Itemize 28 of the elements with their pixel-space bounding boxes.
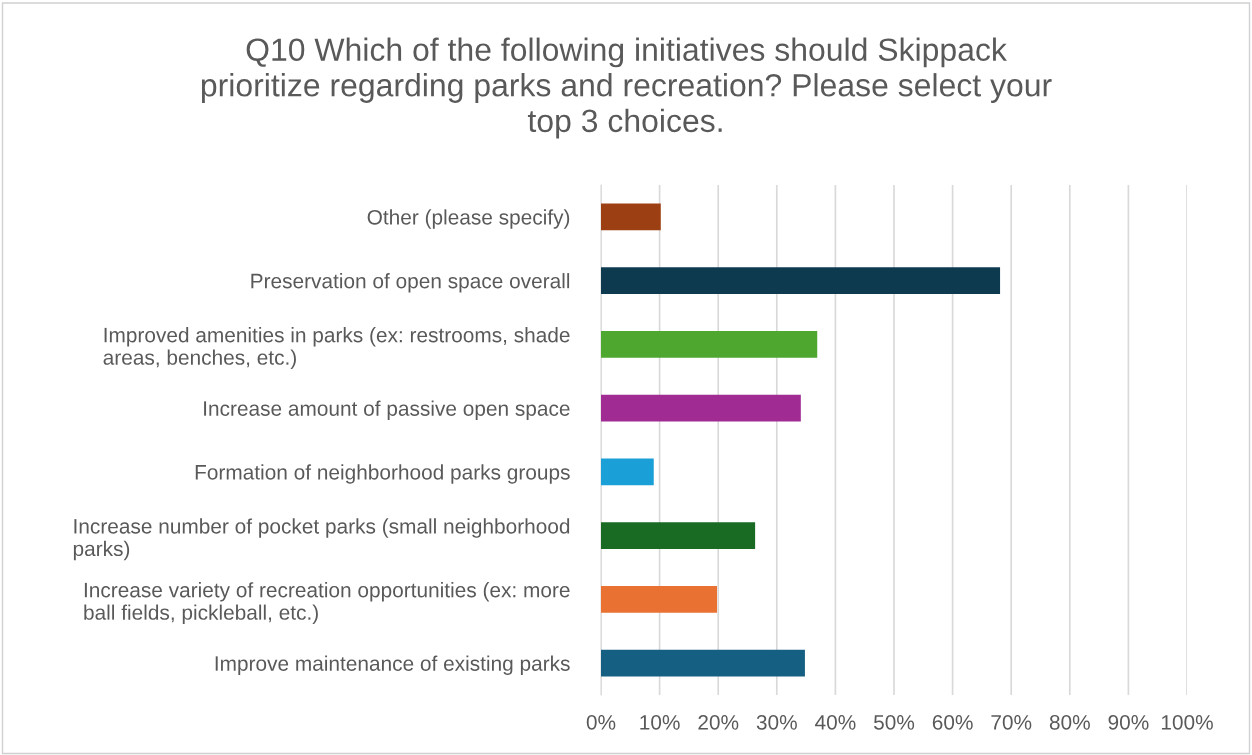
x-tick-label: 40%	[815, 714, 856, 730]
bar	[601, 203, 661, 231]
x-tick-label: 60%	[932, 714, 973, 730]
x-tick-label: 100%	[1161, 714, 1213, 730]
bar	[601, 394, 801, 422]
bar	[601, 522, 756, 550]
y-tick-label: Preservation of open space overall	[251, 273, 570, 293]
y-tick-label: Improve maintenance of existing parks	[215, 655, 570, 675]
bar	[601, 649, 805, 677]
x-tick-label: 50%	[873, 714, 915, 730]
y-tick-label: Improved amenities in parks (ex: restrooms, shade areas, benches, etc.)	[103, 327, 570, 369]
x-tick-label: 20%	[698, 714, 739, 730]
y-tick-label: Increase number of pocket parks (small neighborhood parks)	[73, 518, 570, 561]
bar	[601, 585, 718, 613]
y-tick-label: Increase amount of passive open space	[204, 400, 570, 420]
x-tick-label: 70%	[991, 714, 1032, 730]
y-tick-label: Other (please specify)	[367, 209, 570, 229]
bar	[601, 267, 1001, 295]
x-tick-label: 0%	[586, 714, 616, 730]
bar	[601, 458, 654, 486]
y-tick-label: Increase variety of recreation opportunities (ex: more ball fields, pickleball, etc.)	[84, 582, 570, 624]
chart-title: Q10 Which of the following initiatives should Skippack prioritize regarding parks and recreation? Please select your top 3 choices.	[201, 37, 1052, 139]
x-tick-label: 10%	[640, 714, 680, 730]
y-tick-label: Formation of neighborhood parks groups	[195, 464, 570, 484]
x-tick-label: 30%	[756, 714, 797, 730]
x-tick-label: 90%	[1108, 714, 1149, 730]
x-tick-label: 80%	[1049, 714, 1090, 730]
bar	[601, 330, 818, 358]
